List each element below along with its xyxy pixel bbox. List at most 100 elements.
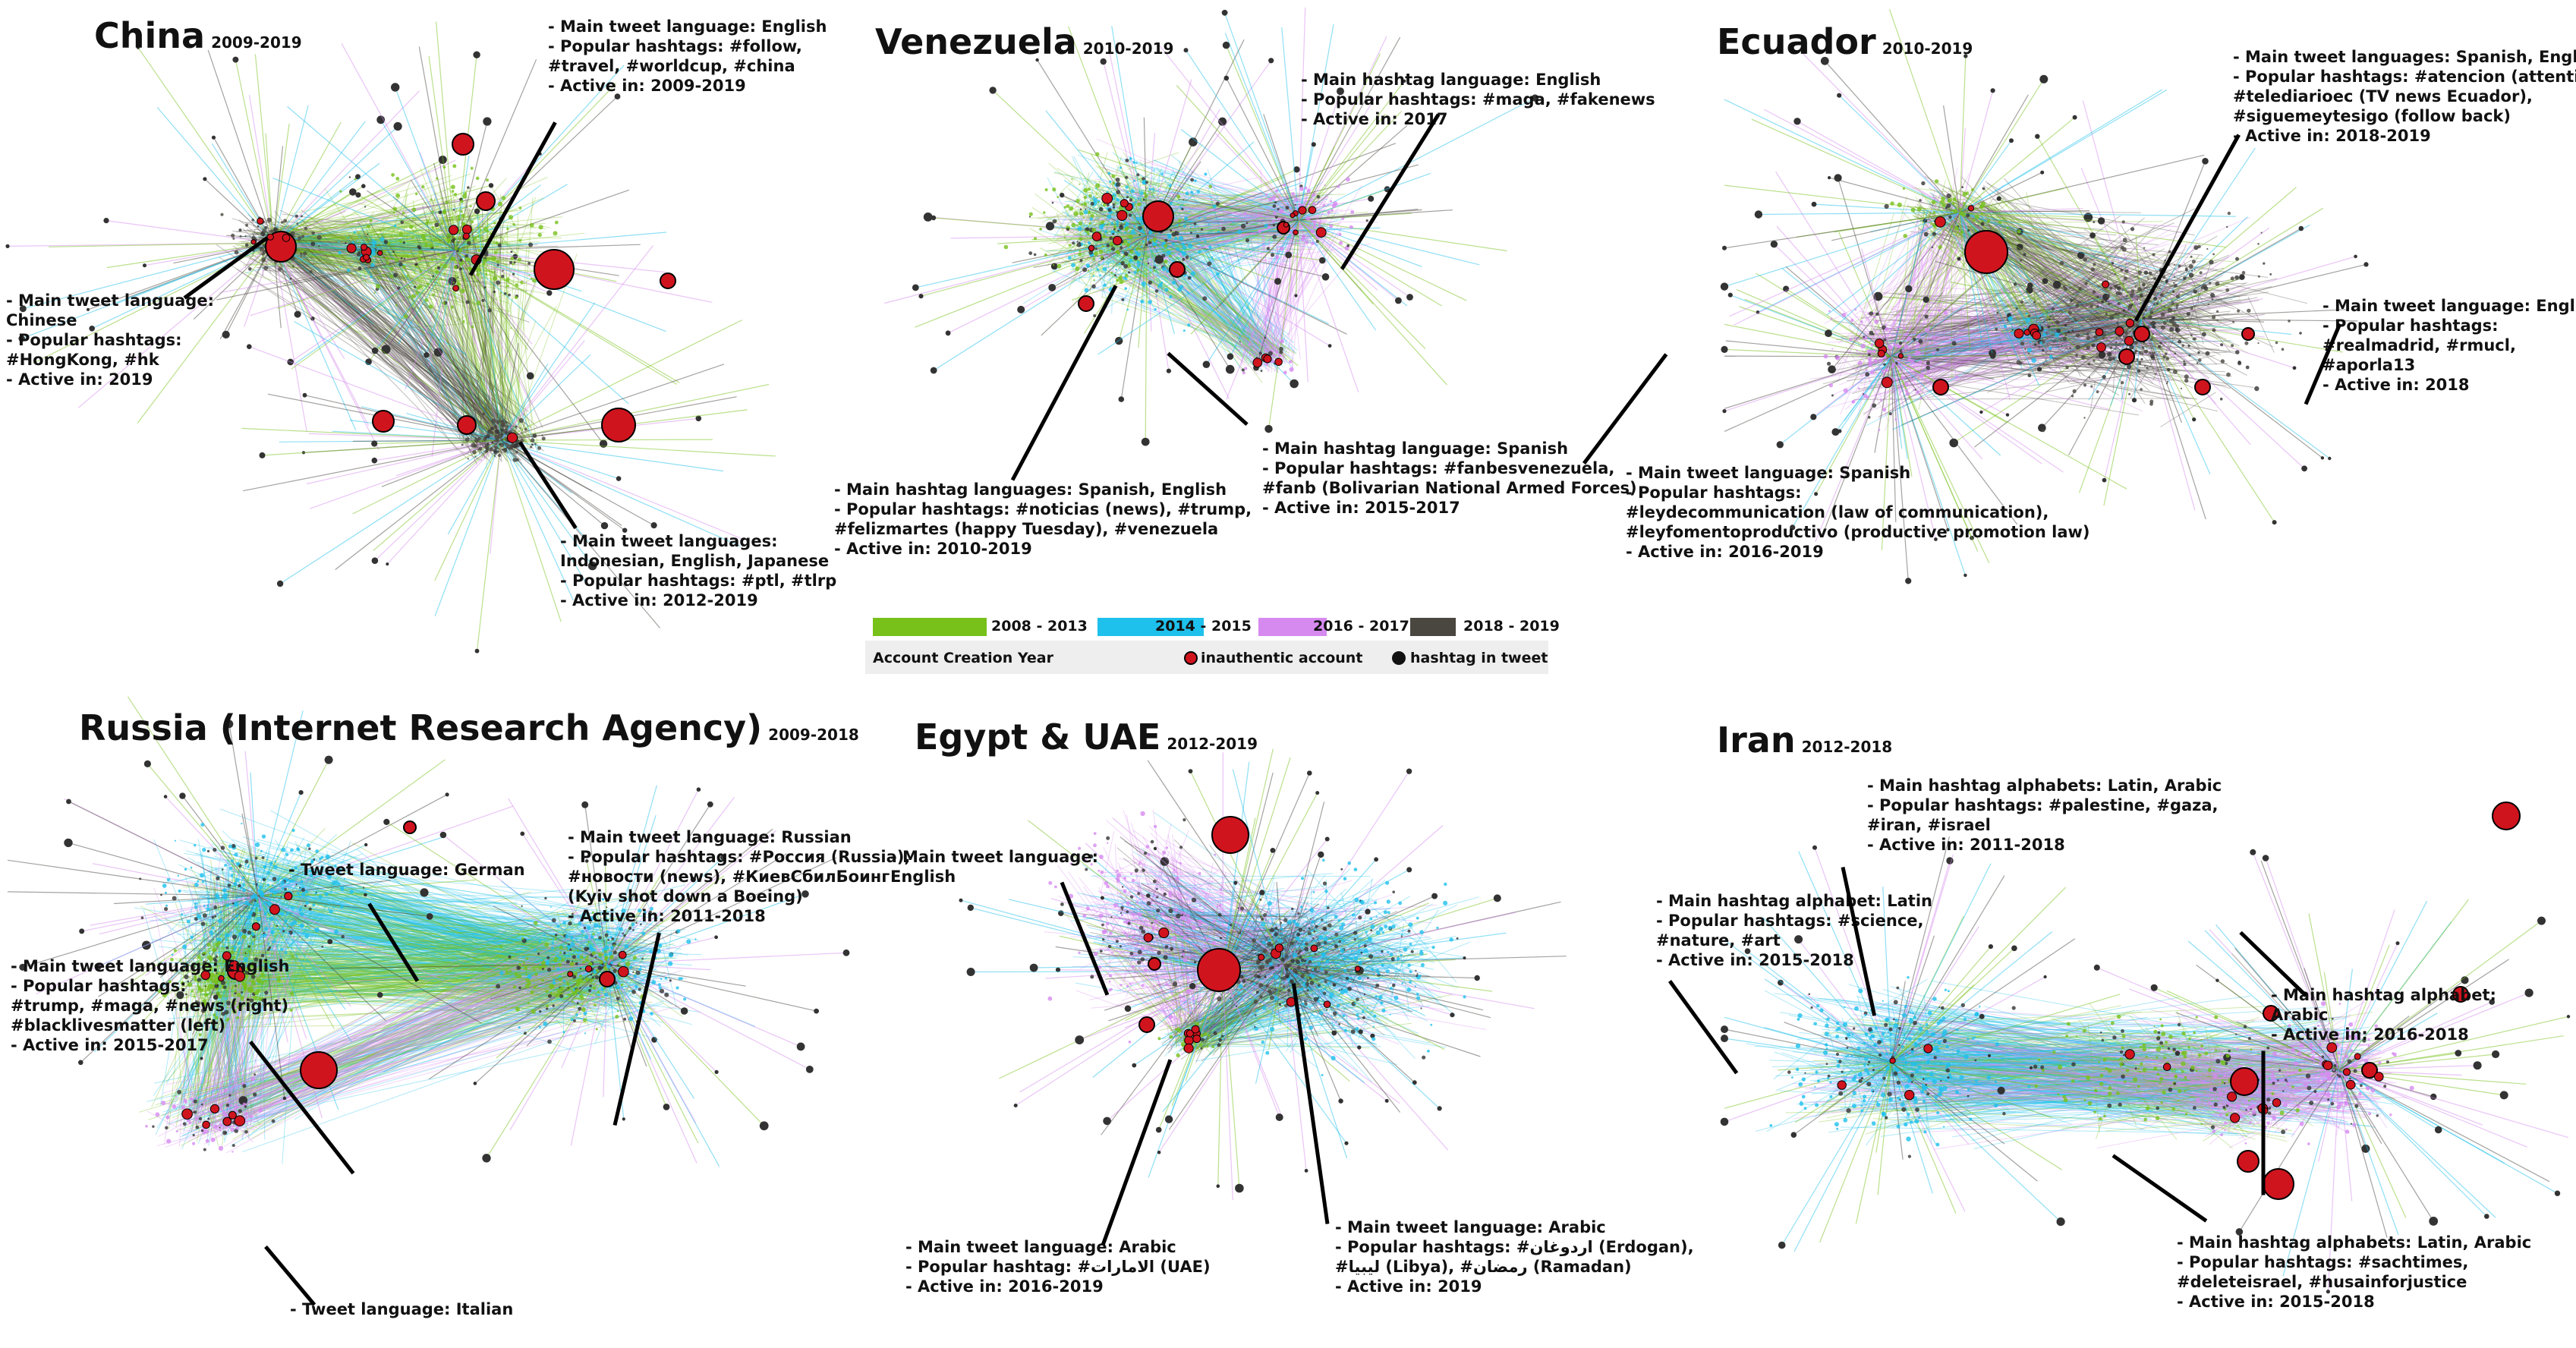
network-edge bbox=[262, 239, 506, 436]
network-edge bbox=[451, 247, 495, 446]
hashtag-node bbox=[1327, 344, 1332, 348]
network-edge bbox=[405, 305, 446, 310]
network-node bbox=[2102, 307, 2105, 310]
network-edge bbox=[291, 250, 456, 370]
network-edge bbox=[1176, 209, 1249, 264]
network-node bbox=[1910, 207, 1916, 213]
hashtag-node bbox=[2040, 170, 2045, 175]
network-node bbox=[1140, 222, 1144, 225]
network-edge bbox=[1156, 194, 1265, 228]
network-edge bbox=[455, 250, 528, 351]
network-node bbox=[429, 243, 433, 248]
network-node bbox=[528, 274, 531, 276]
network-edge bbox=[1183, 218, 1287, 361]
network-edge bbox=[1261, 226, 1342, 359]
network-edge bbox=[500, 320, 742, 441]
network-edge bbox=[1138, 228, 1298, 298]
network-node bbox=[2026, 348, 2033, 353]
network-node bbox=[530, 438, 535, 443]
network-node bbox=[1931, 246, 1934, 248]
network-node bbox=[2169, 318, 2174, 324]
network-edge bbox=[1298, 111, 1403, 221]
inauthentic-account-node bbox=[449, 225, 459, 235]
network-node bbox=[2174, 352, 2177, 355]
network-node bbox=[406, 274, 410, 278]
network-edge bbox=[1132, 219, 1299, 255]
network-node bbox=[2188, 272, 2194, 278]
network-node bbox=[1309, 225, 1312, 227]
hashtag-node bbox=[19, 305, 27, 313]
network-node bbox=[2152, 325, 2156, 329]
network-node bbox=[1941, 196, 1946, 201]
network-edge bbox=[500, 439, 713, 441]
network-node bbox=[1151, 187, 1154, 191]
hashtag-node bbox=[2098, 351, 2106, 359]
network-edge bbox=[1205, 219, 1299, 365]
network-node bbox=[508, 293, 511, 297]
network-edge bbox=[1912, 255, 2151, 342]
network-edge bbox=[1059, 178, 1075, 194]
network-node bbox=[466, 250, 469, 254]
network-node bbox=[494, 434, 499, 440]
network-edge bbox=[49, 242, 274, 247]
network-node bbox=[452, 278, 456, 282]
network-node bbox=[2149, 321, 2154, 326]
network-node bbox=[2175, 307, 2178, 310]
network-node bbox=[296, 222, 299, 225]
network-node bbox=[1951, 341, 1957, 346]
network-node bbox=[2232, 320, 2234, 323]
hashtag-node bbox=[87, 307, 90, 311]
network-node bbox=[264, 225, 268, 229]
network-node bbox=[1960, 230, 1964, 234]
network-edge bbox=[231, 249, 280, 273]
network-node bbox=[2137, 287, 2143, 292]
network-node bbox=[2134, 340, 2138, 345]
network-node bbox=[518, 206, 522, 209]
network-node bbox=[1101, 244, 1104, 247]
network-node bbox=[485, 447, 490, 451]
network-node bbox=[2075, 354, 2078, 357]
network-node bbox=[1980, 212, 1984, 216]
network-node bbox=[1178, 224, 1180, 226]
network-node bbox=[1963, 204, 1966, 206]
network-node bbox=[433, 239, 436, 242]
network-node bbox=[1116, 181, 1121, 187]
network-edge bbox=[500, 364, 725, 441]
inauthentic-account-node bbox=[452, 285, 459, 292]
network-edge bbox=[288, 255, 526, 440]
network-edge bbox=[339, 260, 524, 458]
network-node bbox=[1129, 250, 1134, 254]
network-edge bbox=[272, 159, 443, 244]
network-node bbox=[2212, 253, 2215, 256]
network-edge bbox=[499, 209, 504, 441]
network-node bbox=[496, 263, 499, 266]
network-node bbox=[2225, 288, 2230, 292]
network-edge bbox=[272, 242, 357, 431]
network-edge bbox=[1838, 95, 1960, 213]
network-node bbox=[1193, 222, 1197, 225]
network-node bbox=[1857, 387, 1860, 389]
network-node bbox=[2182, 318, 2184, 320]
network-edge bbox=[276, 175, 452, 231]
network-node bbox=[478, 446, 483, 451]
hashtag-node bbox=[1154, 255, 1164, 264]
network-edge bbox=[1126, 244, 1280, 362]
network-edge bbox=[1104, 219, 1117, 227]
network-node bbox=[1107, 208, 1112, 213]
network-node bbox=[2149, 310, 2154, 315]
network-edge bbox=[469, 225, 512, 295]
network-node bbox=[2051, 307, 2055, 311]
network-node bbox=[1980, 222, 1985, 226]
network-node bbox=[2093, 359, 2096, 362]
network-node bbox=[1183, 274, 1186, 277]
network-node bbox=[1262, 343, 1265, 346]
network-edge bbox=[418, 46, 456, 251]
network-node bbox=[1329, 224, 1334, 228]
network-node bbox=[1878, 429, 1881, 431]
network-edge bbox=[250, 250, 456, 317]
network-node bbox=[1299, 173, 1301, 175]
network-edge bbox=[1092, 214, 1177, 282]
network-edge bbox=[1257, 232, 1338, 348]
network-edge bbox=[241, 427, 502, 441]
network-node bbox=[2105, 294, 2111, 298]
